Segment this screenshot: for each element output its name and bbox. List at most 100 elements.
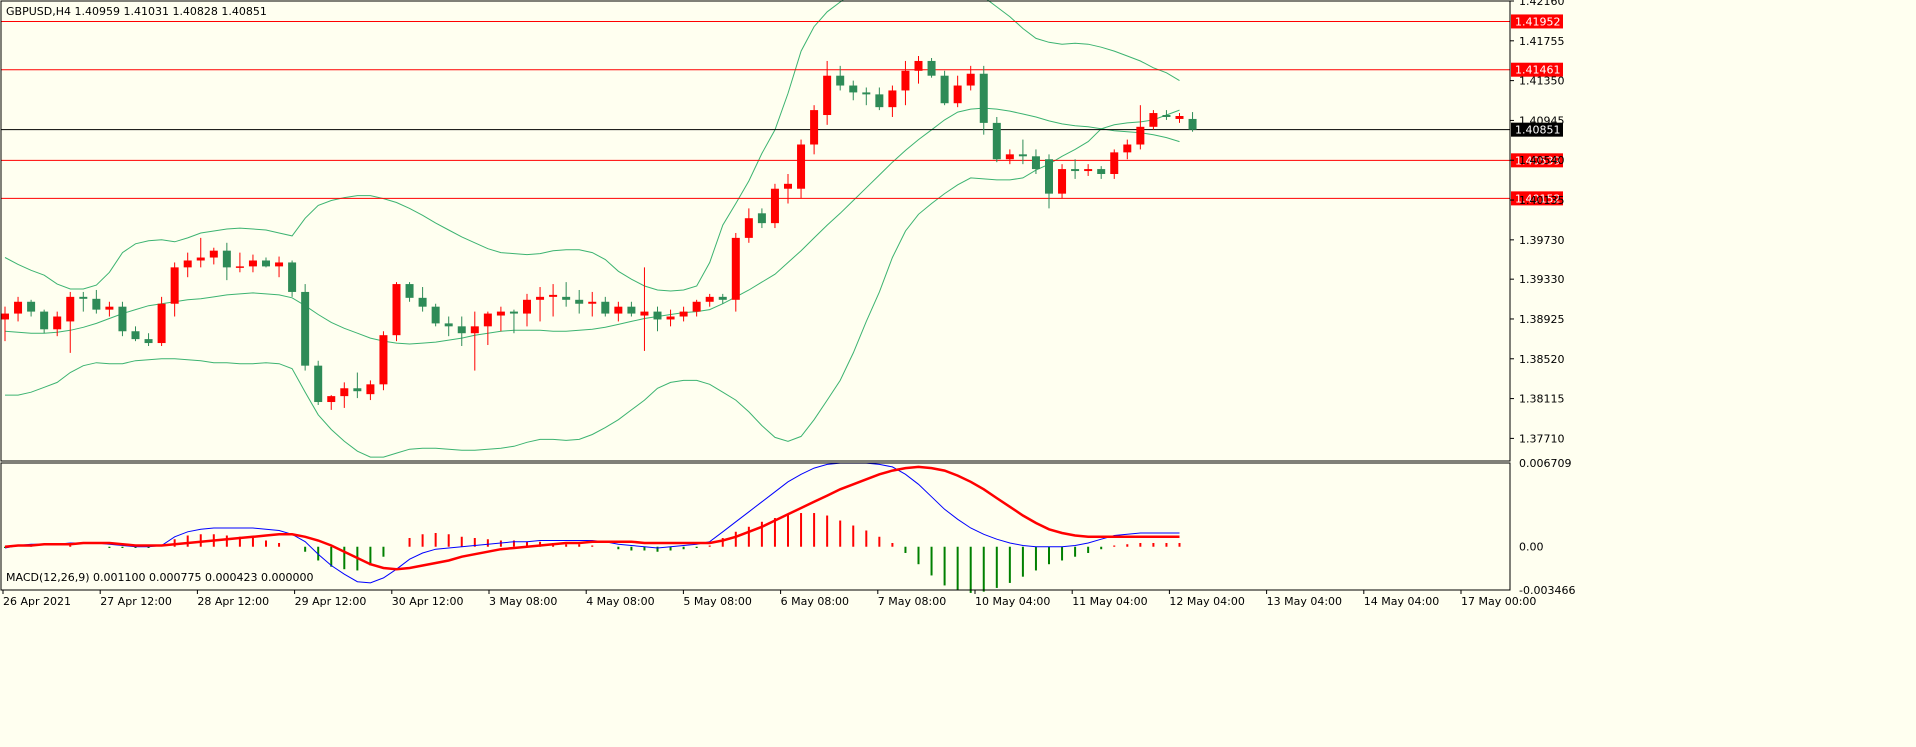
candle-body[interactable] [901, 70, 910, 91]
candle-body[interactable] [1071, 169, 1080, 172]
candle-body[interactable] [366, 384, 375, 395]
candle-body[interactable] [170, 267, 179, 304]
candle-body[interactable] [940, 75, 949, 104]
candle-body[interactable] [144, 339, 153, 344]
candle-body[interactable] [797, 144, 806, 189]
candle-body[interactable] [157, 303, 166, 344]
candle-body[interactable] [418, 297, 427, 307]
candle-body[interactable] [53, 316, 62, 330]
candle-body[interactable] [705, 296, 714, 302]
macd-frame [0, 462, 1511, 591]
candle-body[interactable] [992, 122, 1001, 160]
candle-body[interactable] [327, 396, 336, 403]
candle-body[interactable] [105, 306, 114, 310]
candle-body[interactable] [770, 188, 779, 224]
candle-body[interactable] [496, 311, 505, 316]
candle-body[interactable] [79, 296, 88, 299]
candle-body[interactable] [588, 301, 597, 304]
candle-body[interactable] [131, 331, 140, 340]
candle-body[interactable] [875, 94, 884, 108]
candle-body[interactable] [196, 257, 205, 261]
candle-body[interactable] [1058, 169, 1067, 194]
candle-body[interactable] [1005, 154, 1014, 160]
candle-body[interactable] [679, 311, 688, 317]
candle-body[interactable] [914, 60, 923, 71]
candle-body[interactable] [1188, 118, 1197, 130]
candle-body[interactable] [1031, 156, 1040, 170]
candle-body[interactable] [118, 306, 127, 332]
candle-body[interactable] [523, 299, 531, 314]
candle-body[interactable] [27, 301, 36, 312]
candle-body[interactable] [1136, 126, 1145, 145]
candle-body[interactable] [405, 284, 414, 298]
candle-body[interactable] [692, 301, 701, 312]
candle-body[interactable] [288, 262, 297, 292]
candle-body[interactable] [966, 73, 975, 86]
candle-body[interactable] [40, 311, 49, 330]
candle-body[interactable] [222, 250, 231, 268]
candle-body[interactable] [718, 296, 727, 300]
candle-body[interactable] [1, 313, 9, 320]
candle-body[interactable] [536, 296, 545, 300]
candle-body[interactable] [14, 301, 23, 314]
candle-body[interactable] [235, 266, 244, 268]
candle-body[interactable] [314, 365, 323, 403]
candle-body[interactable] [209, 250, 218, 258]
time-tick-label: 7 May 08:00 [878, 595, 946, 608]
candle-body[interactable] [431, 306, 440, 324]
price-tick-label: 1.41350 [1519, 75, 1565, 88]
candle-body[interactable] [1045, 159, 1053, 194]
candle-body[interactable] [248, 260, 257, 267]
candle-body[interactable] [66, 296, 75, 322]
candle-body[interactable] [301, 291, 310, 366]
candle-body[interactable] [784, 183, 792, 189]
candle-body[interactable] [353, 388, 362, 392]
candle-body[interactable] [1110, 152, 1119, 174]
candle-body[interactable] [1018, 154, 1027, 157]
candle-body[interactable] [575, 299, 584, 304]
candle-body[interactable] [810, 110, 819, 145]
candle-body[interactable] [836, 75, 845, 86]
candle-body[interactable] [757, 213, 766, 224]
candle-body[interactable] [1175, 116, 1184, 119]
candle-body[interactable] [849, 85, 858, 93]
candle-body[interactable] [392, 284, 401, 336]
candle-body[interactable] [379, 335, 388, 385]
candle-body[interactable] [953, 85, 962, 104]
candle-body[interactable] [457, 326, 466, 334]
candle-body[interactable] [262, 260, 270, 267]
candle-body[interactable] [470, 326, 479, 334]
candle-body[interactable] [627, 306, 636, 314]
candle-body[interactable] [1097, 169, 1106, 174]
candle-body[interactable] [483, 313, 492, 327]
candle-body[interactable] [823, 75, 832, 116]
candle-body[interactable] [340, 388, 349, 397]
candle-body[interactable] [601, 301, 610, 314]
price-pane[interactable]: 1.41952 1.41461 1.40539 1.40152 1.40851 [1, 0, 1563, 458]
candle-body[interactable] [979, 73, 988, 123]
candle-body[interactable] [444, 323, 453, 327]
candle-body[interactable] [1162, 115, 1171, 117]
candle-body[interactable] [92, 298, 101, 310]
time-tick-label: 3 May 08:00 [489, 595, 557, 608]
candle-body[interactable] [562, 296, 571, 300]
macd-pane[interactable] [4, 462, 1181, 593]
candle-body[interactable] [862, 92, 871, 95]
candle-body[interactable] [275, 262, 284, 267]
level-price-label: 1.41952 [1515, 15, 1561, 28]
candle-body[interactable] [549, 294, 558, 297]
candle-body[interactable] [509, 311, 518, 314]
candle-body[interactable] [888, 90, 897, 108]
candle-body[interactable] [183, 260, 192, 268]
candle-body[interactable] [927, 60, 936, 76]
candle-body[interactable] [1149, 113, 1158, 127]
candle-body[interactable] [744, 218, 753, 238]
candle-body[interactable] [666, 316, 675, 320]
candle-body[interactable] [653, 311, 662, 320]
candle-body[interactable] [731, 237, 740, 300]
candle-body[interactable] [640, 311, 649, 316]
candle-body[interactable] [1123, 144, 1132, 153]
candle-body[interactable] [614, 306, 623, 314]
candle-body[interactable] [1084, 169, 1093, 172]
